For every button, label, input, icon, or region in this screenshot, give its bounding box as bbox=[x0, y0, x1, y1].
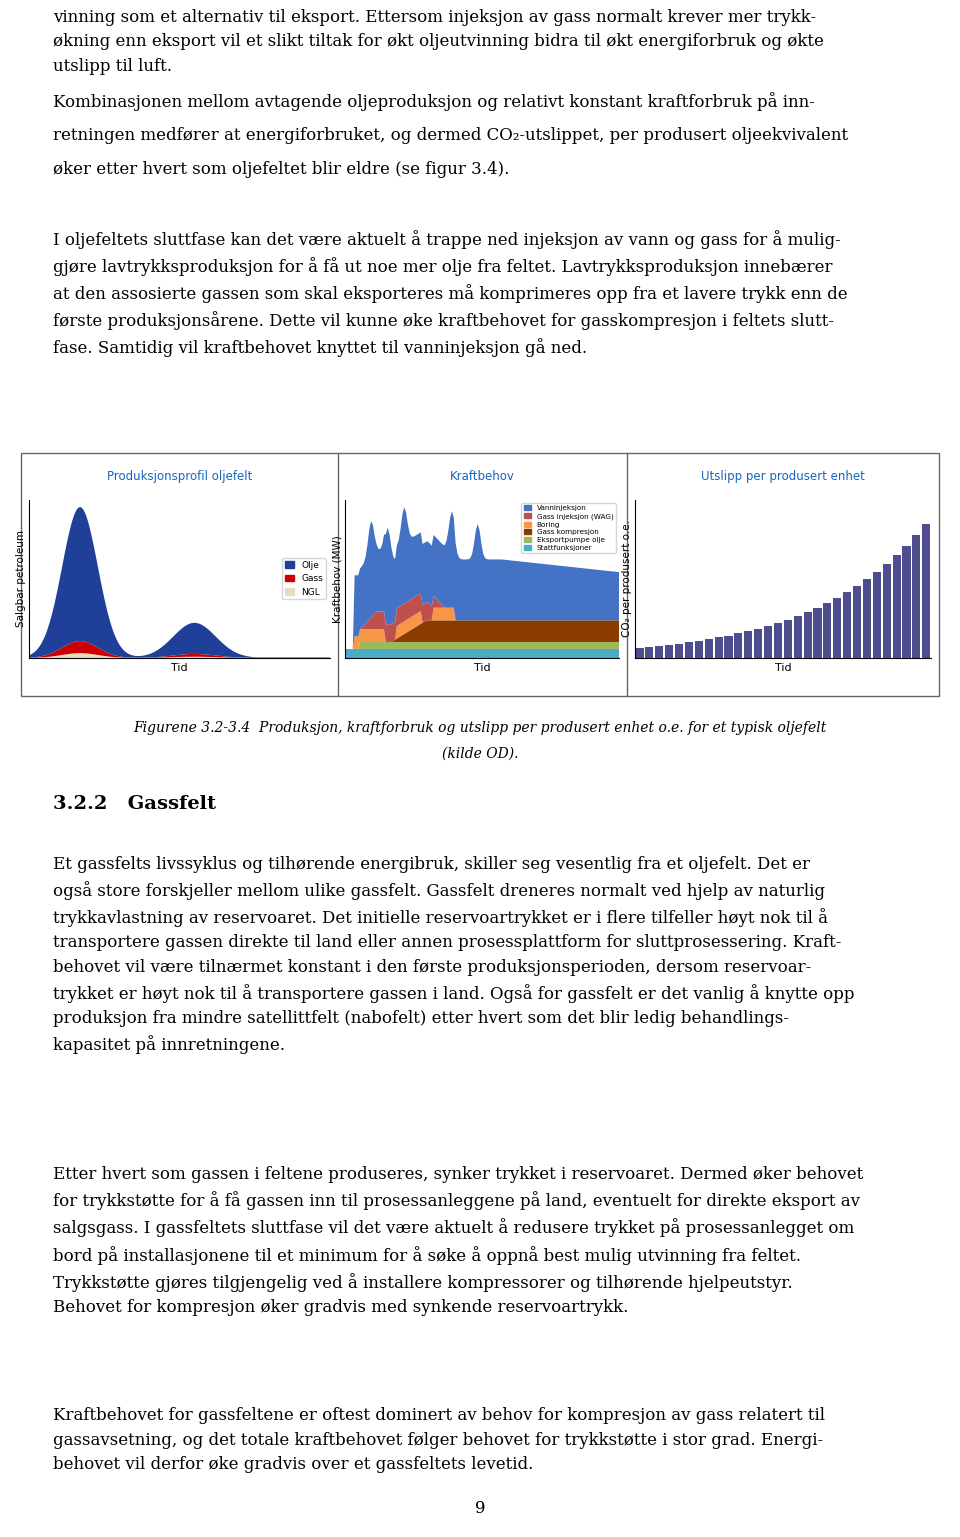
X-axis label: Tid: Tid bbox=[775, 664, 791, 673]
Bar bbox=[755, 629, 762, 658]
Legend: Olje, Gass, NGL: Olje, Gass, NGL bbox=[282, 558, 325, 599]
Bar bbox=[804, 612, 811, 658]
Bar bbox=[863, 579, 871, 658]
Bar bbox=[725, 635, 732, 658]
Bar bbox=[744, 632, 753, 658]
Bar bbox=[665, 646, 673, 658]
Bar bbox=[684, 642, 693, 658]
X-axis label: Tid: Tid bbox=[474, 664, 491, 673]
Bar bbox=[774, 622, 782, 658]
Bar bbox=[902, 546, 910, 658]
Text: (kilde OD).: (kilde OD). bbox=[442, 747, 518, 761]
Legend: Vanninjeksjon, Gass injeksjon (WAG), Boring, Gass kompresjon, Eksportpumpe olje,: Vanninjeksjon, Gass injeksjon (WAG), Bor… bbox=[521, 503, 615, 553]
Bar bbox=[853, 586, 861, 658]
Bar bbox=[912, 535, 921, 658]
Bar bbox=[783, 619, 792, 658]
Bar bbox=[893, 555, 900, 658]
Bar bbox=[645, 647, 654, 658]
Y-axis label: CO₂ per produsert o.e.: CO₂ per produsert o.e. bbox=[622, 520, 632, 638]
Text: Etter hvert som gassen i feltene produseres, synker trykket i reservoaret. Derme: Etter hvert som gassen i feltene produse… bbox=[53, 1167, 863, 1316]
Bar bbox=[21, 453, 939, 696]
Text: Figurene 3.2-3.4  Produksjon, kraftforbruk og utslipp per produsert enhet o.e. f: Figurene 3.2-3.4 Produksjon, kraftforbru… bbox=[133, 721, 827, 735]
Bar bbox=[873, 572, 881, 658]
Y-axis label: Kraftbehov (MW): Kraftbehov (MW) bbox=[333, 535, 343, 622]
X-axis label: Tid: Tid bbox=[171, 664, 188, 673]
Bar bbox=[734, 633, 742, 658]
Bar bbox=[714, 638, 723, 658]
Bar bbox=[636, 649, 643, 658]
Text: 3.2.2   Gassfelt: 3.2.2 Gassfelt bbox=[53, 795, 216, 813]
Text: øker etter hvert som oljefeltet blir eldre (se figur 3.4).: øker etter hvert som oljefeltet blir eld… bbox=[53, 161, 509, 178]
Bar bbox=[764, 626, 772, 658]
Bar bbox=[695, 641, 703, 658]
Bar bbox=[675, 644, 684, 658]
Text: 9: 9 bbox=[475, 1500, 485, 1517]
Bar bbox=[882, 564, 891, 658]
Bar bbox=[813, 607, 822, 658]
Text: Utslipp per produsert enhet: Utslipp per produsert enhet bbox=[701, 470, 865, 483]
Bar bbox=[824, 603, 831, 658]
Bar bbox=[794, 616, 802, 658]
Text: I oljefeltets sluttfase kan det være aktuelt å trappe ned injeksjon av vann og g: I oljefeltets sluttfase kan det være akt… bbox=[53, 229, 848, 357]
Y-axis label: Salgbar petroleum: Salgbar petroleum bbox=[16, 530, 26, 627]
Text: Kombinasjonen mellom avtagende oljeproduksjon og relativt konstant kraftforbruk : Kombinasjonen mellom avtagende oljeprodu… bbox=[53, 92, 815, 111]
Text: Produksjonsprofil oljefelt: Produksjonsprofil oljefelt bbox=[107, 470, 252, 483]
Bar bbox=[655, 646, 663, 658]
Text: vinning som et alternativ til eksport. Ettersom injeksjon av gass normalt krever: vinning som et alternativ til eksport. E… bbox=[53, 9, 824, 74]
Text: retningen medfører at energiforbruket, og dermed CO₂-utslippet, per produsert ol: retningen medfører at energiforbruket, o… bbox=[53, 126, 848, 144]
Bar bbox=[923, 524, 930, 658]
Text: Kraftbehovet for gassfeltene er oftest dominert av behov for kompresjon av gass : Kraftbehovet for gassfeltene er oftest d… bbox=[53, 1408, 825, 1472]
Text: Et gassfelts livssyklus og tilhørende energibruk, skiller seg vesentlig fra et o: Et gassfelts livssyklus og tilhørende en… bbox=[53, 856, 854, 1054]
Bar bbox=[843, 592, 852, 658]
Text: Kraftbehov: Kraftbehov bbox=[450, 470, 515, 483]
Bar bbox=[705, 639, 712, 658]
Bar bbox=[833, 598, 841, 658]
